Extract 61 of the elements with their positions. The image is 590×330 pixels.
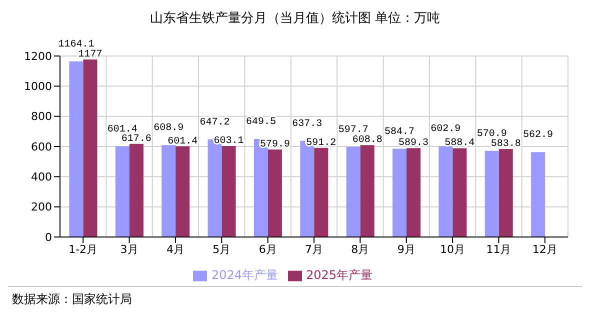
bar bbox=[115, 146, 130, 237]
data-label: 589.3 bbox=[398, 138, 429, 150]
x-tick-label: 8月 bbox=[351, 242, 370, 256]
bar bbox=[69, 61, 84, 237]
bar bbox=[268, 150, 282, 237]
data-label: 608.9 bbox=[154, 123, 184, 134]
data-label: 603.1 bbox=[214, 136, 244, 148]
x-tick-label: 9月 bbox=[397, 242, 416, 256]
bar bbox=[498, 148, 513, 237]
data-label: 608.8 bbox=[352, 135, 382, 146]
data-label: 649.5 bbox=[246, 117, 276, 128]
bar bbox=[346, 146, 360, 237]
data-label: 584.7 bbox=[384, 126, 415, 138]
y-tick-label: 1000 bbox=[24, 80, 52, 94]
x-tick-label: 1-2月 bbox=[68, 242, 98, 256]
bar bbox=[222, 146, 236, 237]
bar bbox=[162, 145, 176, 237]
source-note: 数据来源：国家统计局 bbox=[12, 292, 132, 306]
legend-label: 2025年产量 bbox=[306, 268, 373, 282]
x-tick-label: 4月 bbox=[166, 242, 184, 256]
data-label: 617.6 bbox=[121, 134, 152, 145]
data-label: 591.2 bbox=[306, 138, 336, 149]
bar bbox=[438, 146, 453, 237]
data-label: 562.9 bbox=[523, 130, 554, 142]
data-label: 579.9 bbox=[260, 140, 290, 151]
data-label: 601.4 bbox=[107, 124, 138, 136]
y-tick-label: 1200 bbox=[24, 50, 52, 63]
x-tick-label: 5月 bbox=[212, 242, 231, 256]
bar bbox=[176, 146, 190, 237]
x-tick-label: 6月 bbox=[258, 242, 277, 256]
bar bbox=[83, 59, 98, 237]
x-tick-label: 10月 bbox=[440, 242, 466, 256]
data-label: 1164.1 bbox=[58, 39, 94, 50]
bar bbox=[360, 145, 374, 237]
data-label: 583.8 bbox=[490, 138, 521, 150]
x-tick-label: 11月 bbox=[486, 242, 512, 256]
bar bbox=[392, 148, 407, 237]
y-tick-label: 200 bbox=[31, 200, 52, 214]
data-label: 602.9 bbox=[430, 124, 461, 136]
data-label: 597.7 bbox=[338, 124, 368, 136]
data-label: 1177 bbox=[78, 49, 102, 60]
bar bbox=[452, 148, 467, 237]
x-tick-label: 12月 bbox=[532, 242, 558, 256]
data-label: 647.2 bbox=[200, 117, 230, 128]
y-tick-label: 0 bbox=[45, 230, 52, 244]
bar bbox=[314, 148, 328, 237]
data-label: 637.3 bbox=[292, 118, 322, 130]
bar bbox=[531, 152, 546, 237]
y-tick-label: 600 bbox=[31, 140, 52, 154]
x-tick-label: 7月 bbox=[305, 242, 323, 256]
bar bbox=[406, 148, 421, 237]
chart-title: 山东省生铁产量分月（当月值）统计图 单位：万吨 bbox=[148, 10, 442, 28]
y-tick-label: 800 bbox=[31, 110, 52, 124]
y-tick-label: 400 bbox=[31, 170, 52, 184]
data-label: 570.9 bbox=[476, 128, 507, 140]
bar bbox=[129, 144, 144, 237]
bar bbox=[484, 150, 499, 237]
x-tick-label: 3月 bbox=[120, 242, 138, 256]
data-label: 601.4 bbox=[168, 136, 198, 148]
legend-label: 2024年产量 bbox=[211, 268, 278, 282]
data-label: 588.4 bbox=[444, 138, 475, 150]
